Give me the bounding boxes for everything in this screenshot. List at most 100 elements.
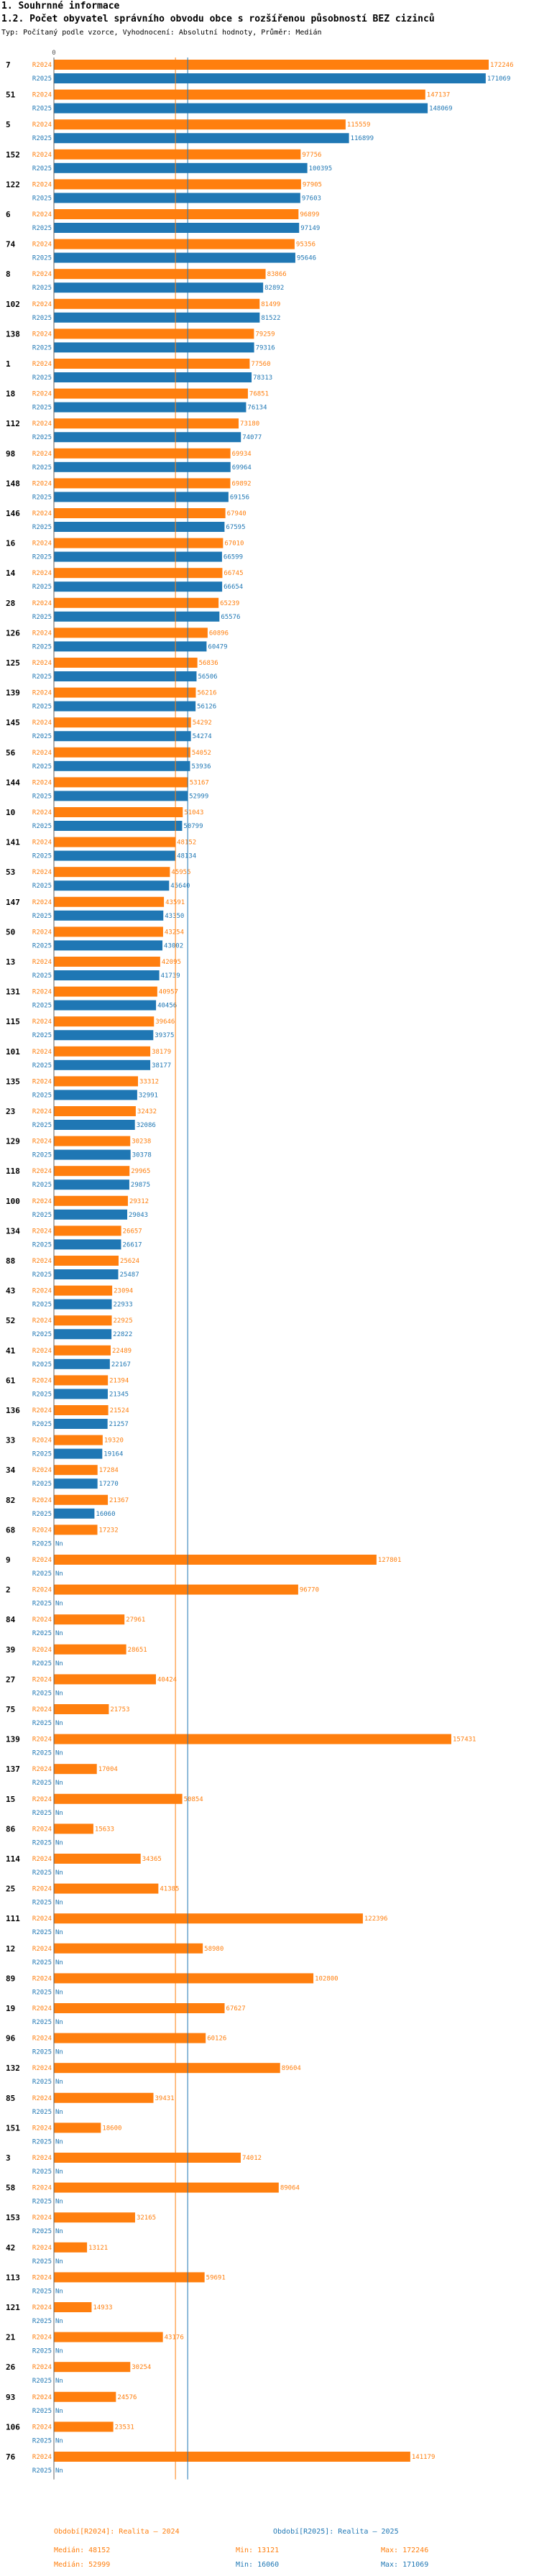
- value-label-r2025: 39375: [155, 1032, 174, 1039]
- value-label-r2024: 21753: [110, 1706, 129, 1714]
- row-label: 153: [6, 2213, 20, 2222]
- row-label: 13: [6, 957, 15, 967]
- bar-r2024: [54, 508, 226, 518]
- series-label-r2024: R2024: [32, 719, 52, 727]
- series-label-r2025: R2025: [32, 1481, 52, 1488]
- series-label-r2025: R2025: [32, 434, 52, 441]
- series-label-r2024: R2024: [32, 2304, 52, 2312]
- series-label-r2024: R2024: [32, 92, 52, 99]
- row-label: 5: [6, 120, 11, 129]
- bar-r2025: [54, 821, 183, 831]
- bar-r2025: [54, 611, 220, 622]
- series-label-r2024: R2024: [32, 600, 52, 607]
- bar-r2025: [54, 910, 164, 921]
- series-label-r2025: R2025: [32, 1540, 52, 1547]
- value-label-r2025: Nn: [55, 2318, 63, 2325]
- series-label-r2025: R2025: [32, 2168, 52, 2176]
- series-label-r2024: R2024: [32, 181, 52, 188]
- series-label-r2024: R2024: [32, 420, 52, 428]
- bar-r2025: [54, 162, 308, 173]
- bar-r2024: [54, 1524, 98, 1535]
- row-label: 136: [6, 1406, 20, 1415]
- value-label-r2025: 17270: [99, 1481, 119, 1488]
- series-label-r2025: R2025: [32, 2079, 52, 2086]
- bar-r2025: [54, 1389, 108, 1399]
- series-label-r2025: R2025: [32, 1601, 52, 1608]
- bar-r2024: [54, 298, 260, 309]
- series-label-r2024: R2024: [32, 480, 52, 487]
- series-label-r2024: R2024: [32, 1377, 52, 1384]
- series-label-r2024: R2024: [32, 1228, 52, 1235]
- value-label-r2024: 39646: [155, 1018, 175, 1026]
- bar-r2024: [54, 1285, 113, 1296]
- bar-r2024: [54, 1913, 363, 1924]
- series-label-r2025: R2025: [32, 2138, 52, 2145]
- bar-r2024: [54, 2332, 163, 2342]
- bar-r2024: [54, 896, 165, 907]
- value-label-r2025: 65576: [221, 614, 240, 621]
- value-label-r2025: Nn: [55, 2109, 63, 2116]
- value-label-r2024: 43176: [165, 2334, 184, 2342]
- value-label-r2025: 29875: [131, 1182, 150, 1189]
- bar-r2024: [54, 149, 301, 160]
- value-label-r2024: 40424: [157, 1676, 177, 1683]
- series-label-r2025: R2025: [32, 1302, 52, 1309]
- value-label-r2024: 34365: [142, 1856, 162, 1863]
- series-label-r2024: R2024: [32, 1527, 52, 1534]
- bar-r2025: [54, 522, 225, 532]
- row-label: 2: [6, 1586, 11, 1595]
- value-label-r2025: Nn: [55, 1780, 63, 1787]
- bar-r2025: [54, 1299, 112, 1310]
- bar-r2024: [54, 2122, 101, 2133]
- series-label-r2024: R2024: [32, 1288, 52, 1295]
- bar-r2024: [54, 597, 219, 608]
- row-label: 82: [6, 1496, 15, 1505]
- bar-r2024: [54, 747, 190, 758]
- value-label-r2025: Nn: [55, 1900, 63, 1907]
- footer-2025-median: Medián: 52999: [54, 2560, 110, 2569]
- bar-r2024: [54, 1465, 98, 1476]
- series-label-r2024: R2024: [32, 630, 52, 637]
- series-label-r2025: R2025: [32, 1451, 52, 1458]
- row-label: 56: [6, 748, 16, 758]
- bar-r2025: [54, 73, 486, 83]
- bar-r2024: [54, 2362, 131, 2373]
- series-label-r2024: R2024: [32, 1467, 52, 1474]
- series-label-r2025: R2025: [32, 1720, 52, 1727]
- value-label-r2024: 32165: [137, 2214, 156, 2222]
- series-label-r2025: R2025: [32, 1062, 52, 1070]
- bar-r2024: [54, 658, 198, 668]
- row-label: 112: [6, 419, 20, 428]
- value-label-r2025: Nn: [55, 2288, 63, 2295]
- bar-r2025: [54, 1059, 151, 1070]
- series-label-r2025: R2025: [32, 1869, 52, 1877]
- series-label-r2024: R2024: [32, 1676, 52, 1683]
- value-label-r2025: 19164: [103, 1451, 123, 1458]
- row-label: 75: [6, 1705, 15, 1714]
- value-label-r2024: 56216: [197, 690, 216, 697]
- value-label-r2024: 30254: [132, 2364, 151, 2371]
- series-label-r2024: R2024: [32, 570, 52, 577]
- bar-r2024: [54, 239, 295, 249]
- bar-r2024: [54, 2391, 116, 2402]
- row-label: 118: [6, 1167, 20, 1176]
- series-label-r2024: R2024: [32, 121, 52, 129]
- bar-r2024: [54, 837, 176, 847]
- row-label: 115: [6, 1017, 20, 1026]
- row-label: 152: [6, 150, 20, 160]
- row-label: 147: [6, 898, 20, 907]
- value-label-r2024: 95356: [296, 242, 315, 249]
- value-label-r2024: 56836: [199, 660, 218, 667]
- series-label-r2024: R2024: [32, 1886, 52, 1893]
- value-label-r2024: 42095: [162, 959, 181, 966]
- series-label-r2024: R2024: [32, 1736, 52, 1744]
- series-label-r2025: R2025: [32, 2378, 52, 2385]
- value-label-r2025: 32086: [137, 1122, 156, 1129]
- value-label-r2024: 17232: [99, 1527, 119, 1534]
- row-label: 26: [6, 2363, 16, 2372]
- bar-r2024: [54, 986, 157, 997]
- row-label: 132: [6, 2064, 20, 2073]
- value-label-r2024: 26657: [123, 1228, 142, 1235]
- value-label-r2025: Nn: [55, 1929, 63, 1936]
- value-label-r2024: 60126: [207, 2036, 226, 2043]
